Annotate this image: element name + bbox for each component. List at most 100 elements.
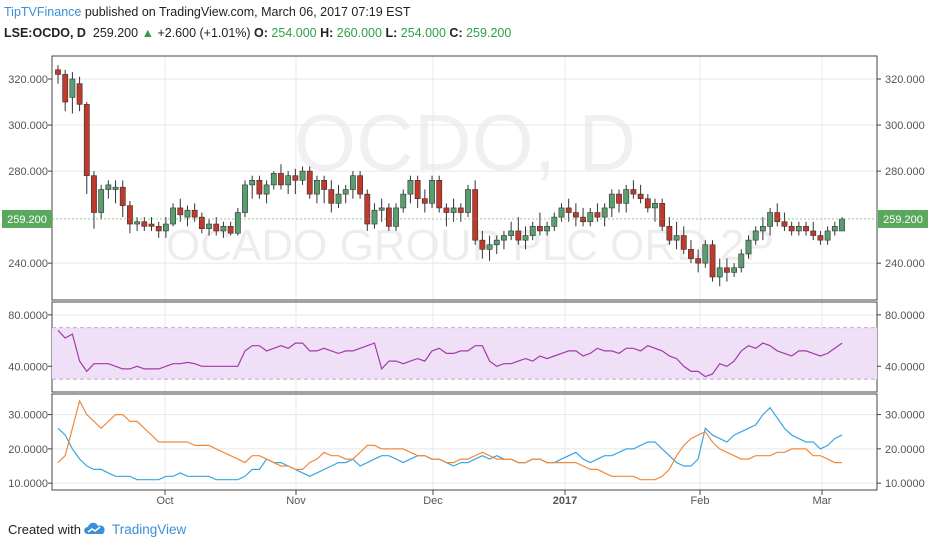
last-price-badge-right: [878, 209, 928, 228]
candle-body: [55, 69, 61, 75]
candle-body: [781, 221, 788, 227]
candle-body: [745, 239, 752, 255]
chart-area[interactable]: OCDO, D OCADO GROUP PLC ORD 2P Oct Nov Dec…: [0, 46, 932, 510]
candle-body: [623, 189, 630, 204]
x-tick-label: 2017: [553, 495, 577, 507]
pane-frame: [51, 55, 878, 301]
publish-line: TipTVFinance published on TradingView.co…: [4, 5, 411, 19]
candle-body: [227, 226, 234, 234]
dmi-pane[interactable]: [57, 399, 843, 481]
chart-header: TipTVFinance published on TradingView.co…: [0, 0, 932, 46]
candle-body: [198, 216, 205, 229]
candle-body: [616, 193, 622, 204]
last-price-badge-left: [2, 209, 52, 228]
candle-body: [249, 180, 256, 186]
candle-body: [680, 235, 687, 250]
y-tick-label-left: 20.0000: [8, 444, 48, 456]
high-label: H:: [320, 26, 334, 40]
close-label: C:: [449, 26, 463, 40]
candle-body: [436, 180, 443, 209]
candle-body: [112, 186, 119, 190]
candle-body: [479, 239, 486, 250]
candle-body: [443, 207, 450, 213]
candle-body: [191, 209, 198, 218]
candle-body: [493, 239, 500, 246]
tradingview-cloud-icon[interactable]: [82, 519, 108, 542]
candle-body: [299, 170, 306, 181]
candle-body: [774, 212, 781, 223]
candle-body: [378, 207, 385, 211]
candle-body: [328, 189, 335, 204]
candle-body: [335, 193, 342, 204]
y-tick-label-right: 10.0000: [885, 478, 925, 490]
candle-body: [724, 267, 730, 273]
candle-body: [759, 226, 766, 232]
candle-body: [429, 180, 435, 204]
candle-body: [220, 226, 227, 232]
candle-body: [486, 244, 493, 250]
change-value: +2.600 (+1.01%): [157, 26, 251, 40]
candle-body: [803, 226, 809, 232]
open-value: 254.000: [271, 26, 317, 40]
candle-body: [234, 212, 241, 234]
candle-body: [702, 244, 709, 264]
candle-body: [349, 175, 356, 190]
publisher-link[interactable]: TipTVFinance: [4, 5, 82, 19]
candle-body: [385, 207, 392, 227]
y-tick-label-left: 40.0000: [8, 361, 48, 373]
last-price-badge-left-text: 259.200: [7, 214, 47, 226]
candle-body: [457, 207, 464, 213]
candle-body: [342, 189, 349, 195]
candle-body: [810, 230, 817, 236]
candle-body: [91, 175, 97, 213]
candle-body: [594, 212, 601, 218]
candle-body: [270, 173, 277, 186]
tradingview-link[interactable]: TradingView: [112, 522, 187, 537]
candle-body: [162, 223, 169, 232]
candle-body: [393, 207, 399, 227]
watermark-subtitle: OCADO GROUP PLC ORD 2P: [166, 221, 774, 270]
candle-body: [565, 207, 572, 213]
symbol-label: LSE:OCDO, D: [4, 26, 86, 40]
candle-body: [688, 249, 694, 259]
candle-body: [515, 230, 522, 241]
candle-body: [767, 212, 773, 227]
candle-body: [105, 184, 112, 190]
symbol-line: LSE:OCDO, D 259.200 ▲ +2.600 (+1.01%) O:…: [4, 26, 511, 40]
candle-body: [537, 226, 543, 232]
y-tick-label-right: 30.0000: [885, 410, 925, 422]
candle-body: [213, 223, 220, 232]
candle-body: [839, 218, 845, 232]
candle-body: [450, 207, 457, 213]
candle-body: [285, 175, 292, 186]
pane-frame: [51, 393, 878, 491]
candle-body: [263, 184, 270, 195]
rsi-pane[interactable]: [52, 327, 877, 380]
y-tick-label-right: 300.000: [885, 120, 925, 132]
low-label: L:: [385, 26, 398, 40]
candle-body: [731, 267, 738, 273]
watermark: OCDO, D OCADO GROUP PLC ORD 2P: [166, 98, 774, 270]
di-plus-line: [57, 406, 843, 481]
candle-body: [414, 180, 421, 200]
candle-body: [76, 83, 83, 105]
candle-body: [148, 223, 155, 227]
candle-body: [795, 226, 802, 232]
y-tick-label-right: 320.000: [885, 74, 925, 86]
candle-body: [314, 180, 320, 195]
candle-body: [407, 180, 414, 195]
candle-body: [709, 244, 716, 278]
y-tick-label-right: 20.0000: [885, 444, 925, 456]
candle-body: [278, 173, 284, 186]
x-tick-label: Oct: [156, 495, 173, 507]
candle-body: [98, 189, 105, 213]
candle-body: [551, 216, 558, 227]
last-price: 259.200: [92, 26, 139, 40]
candle-body: [544, 226, 551, 232]
y-tick-label-left: 320.000: [8, 74, 48, 86]
axes: Oct Nov Dec 2017 Feb Mar 320.000 320.000 300.000…: [2, 74, 928, 507]
low-value: 254.000: [400, 26, 446, 40]
candle-body: [508, 230, 515, 236]
candle-body: [738, 253, 745, 269]
price-pane[interactable]: [52, 65, 877, 287]
